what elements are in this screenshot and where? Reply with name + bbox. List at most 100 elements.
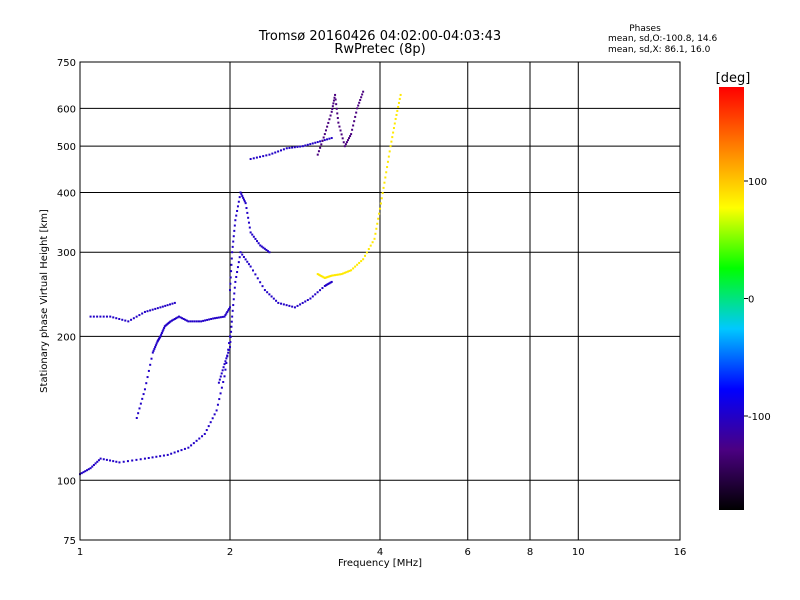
data-point <box>219 316 222 319</box>
colorbar <box>719 87 744 510</box>
data-point <box>112 316 115 319</box>
data-point <box>386 166 389 169</box>
data-point <box>236 271 239 274</box>
data-point <box>229 289 231 292</box>
data-point <box>388 150 391 153</box>
data-point <box>367 248 370 251</box>
data-point <box>280 302 283 305</box>
y-tick-label: 400 <box>57 188 76 199</box>
data-point <box>233 292 236 295</box>
data-point <box>296 145 299 148</box>
data-point <box>326 138 329 141</box>
data-point <box>229 346 231 349</box>
data-point <box>163 326 166 329</box>
data-point <box>233 224 236 227</box>
data-point <box>317 273 320 276</box>
data-point <box>84 470 87 473</box>
data-point <box>243 200 246 203</box>
data-point <box>173 451 176 454</box>
data-point <box>254 273 257 276</box>
data-point <box>228 342 231 345</box>
data-point <box>352 124 355 127</box>
data-point <box>229 335 232 338</box>
data-point <box>240 193 243 196</box>
data-point <box>141 397 144 400</box>
data-point <box>390 140 393 143</box>
data-point <box>187 446 190 449</box>
data-point <box>321 275 324 278</box>
data-point <box>330 137 333 140</box>
data-point <box>299 303 302 306</box>
data-point <box>387 155 390 158</box>
data-point <box>230 325 233 328</box>
stats-line-o: mean, sd,O:-100.8, 14.6 <box>608 34 718 44</box>
data-point <box>350 269 353 272</box>
data-point <box>249 158 252 161</box>
data-point <box>272 297 275 300</box>
data-point <box>330 274 333 277</box>
data-point <box>205 429 208 432</box>
colorbar-label: [deg] <box>716 71 751 86</box>
data-point <box>121 318 124 321</box>
data-point <box>222 381 225 384</box>
data-point <box>362 258 365 261</box>
data-point <box>215 409 218 412</box>
data-point <box>266 291 269 294</box>
data-point <box>105 458 108 461</box>
x-tick-label: 2 <box>227 547 233 558</box>
data-point <box>324 284 327 287</box>
data-point <box>399 93 402 96</box>
data-point <box>150 357 153 360</box>
data-point <box>306 143 309 146</box>
data-point <box>180 449 183 452</box>
data-point <box>99 315 102 318</box>
data-point <box>82 471 85 474</box>
data-point <box>256 240 259 243</box>
data-point <box>249 231 252 234</box>
data-point <box>369 244 372 247</box>
data-point <box>96 315 99 318</box>
data-point <box>360 260 363 263</box>
y-tick-label: 75 <box>63 536 76 547</box>
data-point <box>176 316 179 319</box>
data-point <box>238 256 241 259</box>
data-point <box>229 276 232 279</box>
data-point <box>379 202 382 205</box>
data-point <box>314 293 317 296</box>
data-point <box>233 229 236 232</box>
data-point <box>262 246 265 249</box>
data-point <box>147 456 150 459</box>
data-point <box>214 317 217 320</box>
x-tick-label: 16 <box>674 547 687 558</box>
y-tick-label: 300 <box>57 248 76 259</box>
x-tick-label: 6 <box>465 547 471 558</box>
data-point <box>230 270 233 273</box>
data-point <box>329 281 332 284</box>
data-point <box>177 450 180 453</box>
chart-title: Tromsø 20160426 04:02:00-04:03:43 <box>258 29 501 44</box>
data-point <box>234 280 237 283</box>
data-point <box>161 305 164 308</box>
data-point <box>309 297 312 300</box>
data-point <box>252 157 255 160</box>
data-point <box>259 155 262 158</box>
data-point <box>97 459 100 462</box>
data-point <box>193 320 196 323</box>
data-point <box>242 198 245 201</box>
data-point <box>376 222 379 225</box>
data-point <box>375 227 378 230</box>
colorbar-tick-label: -100 <box>748 412 771 423</box>
chart-subtitle: RwPretec (8p) <box>334 42 425 57</box>
data-point <box>223 363 226 366</box>
data-point <box>242 196 245 199</box>
data-point <box>373 237 376 240</box>
data-point <box>155 455 158 458</box>
data-point <box>311 142 314 145</box>
data-point <box>154 344 157 347</box>
data-points <box>79 90 402 476</box>
data-point <box>159 455 162 458</box>
data-point <box>146 310 149 313</box>
data-point <box>270 295 273 298</box>
data-point <box>356 107 359 110</box>
